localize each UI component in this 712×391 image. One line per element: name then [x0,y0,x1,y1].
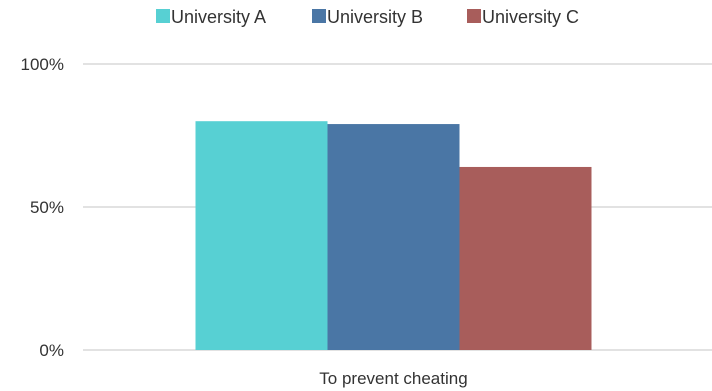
x-category-label: To prevent cheating [319,369,467,388]
y-axis: 0% 50% 100% [21,55,64,360]
y-tick-label: 100% [21,55,64,74]
x-axis: To prevent cheating [319,369,467,388]
bar-university-a [195,121,328,350]
legend-label: University A [171,7,266,27]
legend-swatch-university-b [312,9,326,23]
y-tick-label: 50% [30,198,64,217]
y-tick-label: 0% [39,341,64,360]
legend-swatch-university-c [467,9,481,23]
legend-label: University B [327,7,423,27]
legend: University A University B University C [156,7,579,27]
bars [195,121,592,350]
bar-university-b [327,124,460,350]
bar-university-c [459,166,592,350]
legend-label: University C [482,7,579,27]
legend-swatch-university-a [156,9,170,23]
